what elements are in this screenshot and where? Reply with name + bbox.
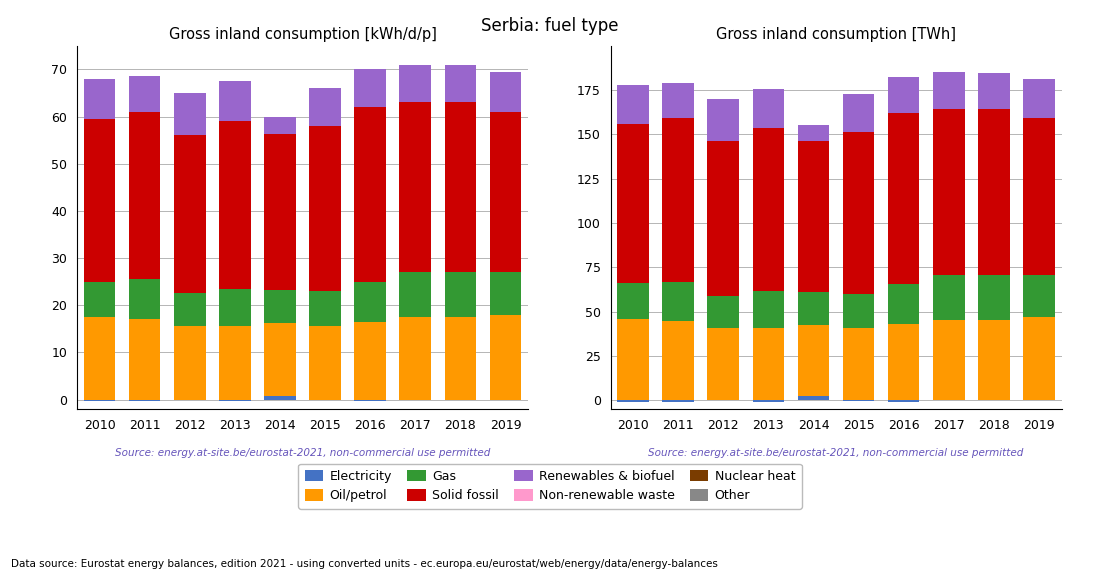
Bar [978,275,1010,320]
Text: Source: energy.at-site.be/eurostat-2021, non-commercial use permitted: Source: energy.at-site.be/eurostat-2021,… [648,448,1024,458]
Bar [798,292,829,325]
Bar [399,272,431,317]
Bar [1023,80,1055,118]
Bar [84,119,116,281]
Bar [490,72,521,112]
Bar [843,294,874,328]
Bar [264,323,296,396]
Bar [264,396,296,400]
Bar [174,93,206,136]
Bar [752,400,784,402]
Bar [752,128,784,291]
Bar [174,293,206,327]
Bar [707,141,739,296]
Bar [707,296,739,328]
Bar [444,65,476,102]
Bar [752,291,784,328]
Bar [444,317,476,400]
Bar [309,291,341,327]
Bar [978,320,1010,400]
Bar [1023,317,1055,400]
Bar [888,324,920,400]
Bar [888,400,920,402]
Bar [309,88,341,126]
Bar [752,328,784,400]
Bar [399,317,431,400]
Bar [399,102,431,272]
Bar [888,113,920,284]
Bar [617,400,649,402]
Bar [617,124,649,283]
Bar [617,85,649,124]
Bar [933,72,965,109]
Bar [354,107,386,281]
Bar [843,132,874,294]
Bar [1023,118,1055,275]
Bar [219,121,251,289]
Bar [490,272,521,315]
Bar [798,141,829,292]
Bar [129,400,161,401]
Bar [174,327,206,400]
Bar [84,317,116,400]
Bar [129,279,161,319]
Bar [662,400,694,402]
Bar [309,126,341,291]
Bar [444,102,476,272]
Bar [1023,275,1055,317]
Bar [354,281,386,321]
Text: Source: energy.at-site.be/eurostat-2021, non-commercial use permitted: Source: energy.at-site.be/eurostat-2021,… [114,448,491,458]
Bar [354,69,386,107]
Title: Gross inland consumption [TWh]: Gross inland consumption [TWh] [716,27,956,42]
Title: Gross inland consumption [kWh/d/p]: Gross inland consumption [kWh/d/p] [168,27,437,42]
Bar [843,328,874,400]
Bar [752,89,784,128]
Bar [978,73,1010,109]
Bar [354,321,386,400]
Bar [662,118,694,283]
Bar [617,319,649,400]
Bar [843,400,874,401]
Bar [219,289,251,327]
Bar [707,328,739,400]
Bar [888,77,920,113]
Bar [662,321,694,400]
Bar [219,327,251,400]
Bar [264,117,296,134]
Bar [309,327,341,400]
Bar [933,320,965,400]
Bar [662,283,694,321]
Bar [490,315,521,400]
Text: Data source: Eurostat energy balances, edition 2021 - using converted units - ec: Data source: Eurostat energy balances, e… [11,559,718,569]
Bar [933,109,965,275]
Bar [84,281,116,317]
Bar [399,65,431,102]
Bar [843,94,874,132]
Legend: Electricity, Oil/petrol, Gas, Solid fossil, Renewables & biofuel, Non-renewable : Electricity, Oil/petrol, Gas, Solid foss… [298,464,802,509]
Bar [129,112,161,279]
Bar [84,400,116,401]
Bar [888,284,920,324]
Bar [933,275,965,320]
Bar [129,319,161,400]
Bar [798,125,829,141]
Bar [444,272,476,317]
Bar [84,79,116,119]
Bar [174,136,206,293]
Bar [662,83,694,118]
Bar [264,134,296,289]
Text: Serbia: fuel type: Serbia: fuel type [482,17,618,35]
Bar [798,396,829,400]
Bar [978,109,1010,275]
Bar [490,112,521,272]
Bar [798,325,829,396]
Bar [219,81,251,121]
Bar [129,77,161,112]
Bar [264,289,296,323]
Bar [707,99,739,141]
Bar [219,400,251,402]
Bar [617,283,649,319]
Bar [354,400,386,402]
